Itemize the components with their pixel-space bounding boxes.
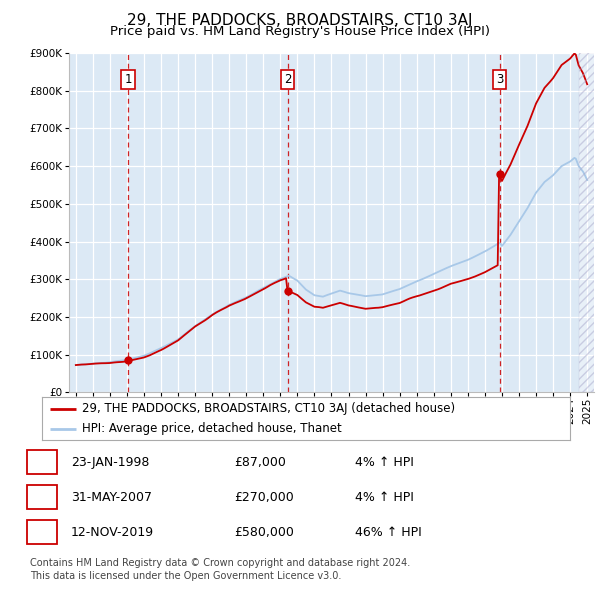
Bar (578, 53, 596, 392)
Text: 4% ↑ HPI: 4% ↑ HPI (355, 490, 414, 504)
Text: 29, THE PADDOCKS, BROADSTAIRS, CT10 3AJ (detached house): 29, THE PADDOCKS, BROADSTAIRS, CT10 3AJ … (82, 402, 455, 415)
Bar (27, 450, 57, 474)
Text: 1: 1 (124, 73, 132, 86)
Text: 2: 2 (284, 73, 291, 86)
Text: 3: 3 (38, 526, 46, 539)
Text: 46% ↑ HPI: 46% ↑ HPI (355, 526, 422, 539)
Text: 29, THE PADDOCKS, BROADSTAIRS, CT10 3AJ: 29, THE PADDOCKS, BROADSTAIRS, CT10 3AJ (127, 13, 473, 28)
Text: HPI: Average price, detached house, Thanet: HPI: Average price, detached house, Than… (82, 422, 341, 435)
Text: 23-JAN-1998: 23-JAN-1998 (71, 455, 149, 468)
Text: 4% ↑ HPI: 4% ↑ HPI (355, 455, 414, 468)
Text: £87,000: £87,000 (234, 455, 286, 468)
Text: 31-MAY-2007: 31-MAY-2007 (71, 490, 152, 504)
Text: This data is licensed under the Open Government Licence v3.0.: This data is licensed under the Open Gov… (30, 571, 341, 581)
Text: 1: 1 (38, 455, 46, 468)
Text: £580,000: £580,000 (234, 526, 293, 539)
Text: 12-NOV-2019: 12-NOV-2019 (71, 526, 154, 539)
Text: £270,000: £270,000 (234, 490, 293, 504)
Text: 3: 3 (496, 73, 503, 86)
Text: Contains HM Land Registry data © Crown copyright and database right 2024.: Contains HM Land Registry data © Crown c… (30, 558, 410, 568)
Text: 2: 2 (38, 490, 46, 504)
Bar (27, 485, 57, 509)
Text: Price paid vs. HM Land Registry's House Price Index (HPI): Price paid vs. HM Land Registry's House … (110, 25, 490, 38)
Bar (27, 520, 57, 544)
